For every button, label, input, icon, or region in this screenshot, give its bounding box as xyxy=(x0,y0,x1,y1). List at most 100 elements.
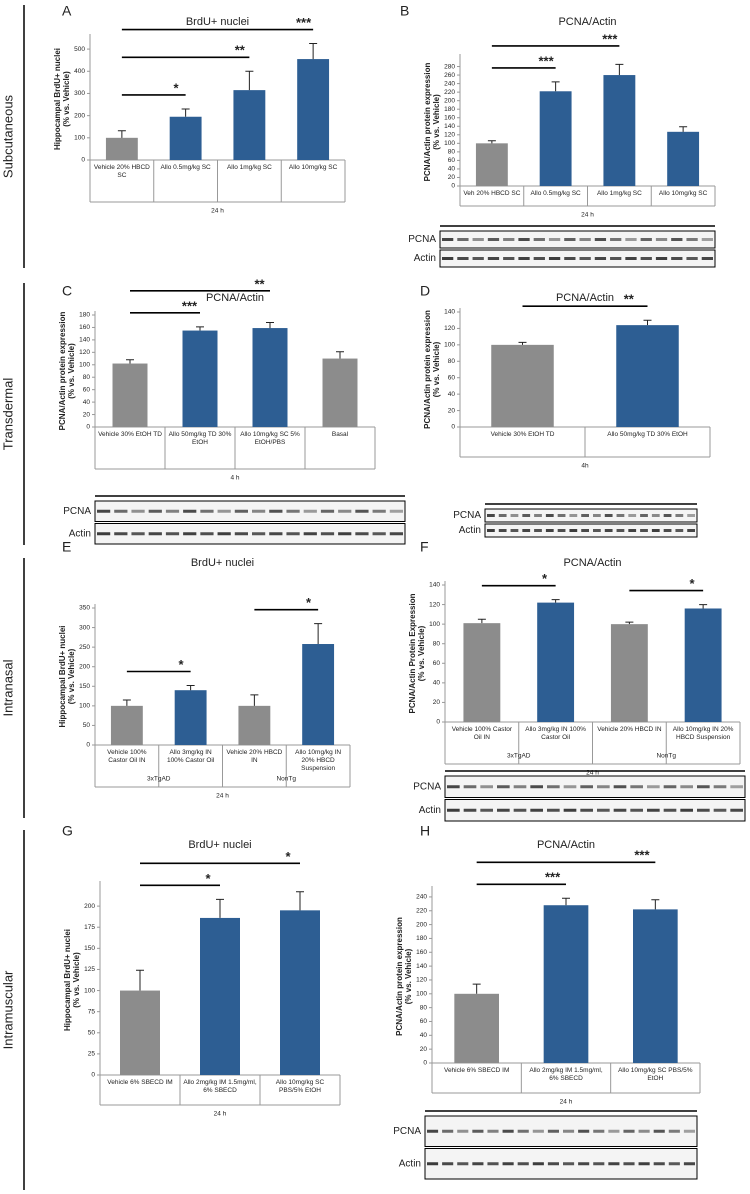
group-label: 24 h xyxy=(211,208,224,215)
x-tick-label: Allo 10mg/kg IN 20% HBCD Suspension xyxy=(295,749,342,772)
blot-band xyxy=(608,1129,620,1133)
blot-band xyxy=(320,509,335,513)
blot-band xyxy=(389,532,403,536)
blot-band xyxy=(286,532,300,536)
blot-band xyxy=(686,238,698,241)
x-tick-label: Vehicle 30% EtOH TD xyxy=(490,431,555,438)
y-tick-label: 40 xyxy=(420,1032,428,1039)
blot-frame xyxy=(444,799,746,822)
chart-title: PCNA/Actin xyxy=(537,839,595,851)
blot-band xyxy=(487,529,495,532)
y-tick-label: 200 xyxy=(416,921,427,928)
blot-label: PCNA xyxy=(453,510,481,521)
error-bar xyxy=(562,897,570,906)
bar xyxy=(174,690,207,745)
y-tick-label: 250 xyxy=(79,644,90,651)
x-tick-label: Vehicle 6% SBECD IM xyxy=(443,1067,510,1074)
blot-band xyxy=(668,1129,680,1133)
blot-band xyxy=(513,785,527,789)
y-tick-label: 140 xyxy=(444,309,455,316)
blot-frame xyxy=(444,775,746,798)
chart-title: BrdU+ nuclei xyxy=(188,839,251,851)
blot-band xyxy=(487,238,500,241)
blot-band xyxy=(442,238,454,241)
group-label: 3xTgAD xyxy=(147,776,171,783)
blot-band xyxy=(533,238,545,241)
error-bar xyxy=(487,140,496,144)
blot-band xyxy=(701,238,713,241)
group-label: 3xTgAD xyxy=(507,753,531,760)
x-tick-label: Allo 2mg/kg IM 1.5mg/ml, 6% SBECD xyxy=(529,1067,603,1082)
chart-title: BrdU+ nuclei xyxy=(191,557,254,569)
error-bar xyxy=(336,351,344,359)
error-bar xyxy=(309,43,318,60)
y-axis-label: Hippocampal BrdU+ nuclei xyxy=(58,625,67,727)
y-tick-label: 40 xyxy=(83,399,91,406)
y-tick-label: 100 xyxy=(79,361,90,368)
blot-band xyxy=(671,257,683,260)
x-tick-label: Veh 20% HBCD SC xyxy=(463,190,521,197)
blot-band xyxy=(534,529,542,532)
y-tick-label: 20 xyxy=(448,174,456,181)
blot-band xyxy=(680,808,693,812)
blot-band xyxy=(580,785,593,789)
y-tick-label: 140 xyxy=(444,123,455,130)
y-tick-label: 50 xyxy=(83,722,91,729)
blot-band xyxy=(683,1162,695,1166)
y-axis-label: (% vs. Vehicle) xyxy=(432,94,441,150)
y-axis-label: PCNA/Actin protein expression xyxy=(395,917,404,1036)
blot-label: PCNA xyxy=(408,234,436,245)
blot-band xyxy=(640,257,652,260)
bar xyxy=(454,993,499,1063)
significance-label: *** xyxy=(545,870,561,885)
error-bar xyxy=(216,898,224,918)
blot-band xyxy=(480,808,493,812)
x-tick-label: Basal xyxy=(331,431,349,438)
y-tick-label: 20 xyxy=(448,407,456,414)
blot-band xyxy=(653,1129,665,1133)
y-tick-label: 120 xyxy=(444,325,455,332)
bar xyxy=(238,705,271,745)
bar xyxy=(610,624,648,722)
y-tick-label: 300 xyxy=(79,624,90,631)
y-axis-label: PCNA/Actin protein expression xyxy=(423,63,432,182)
error-bar xyxy=(296,891,304,911)
chart-title: PCNA/Actin xyxy=(563,557,621,569)
blot-band xyxy=(487,1162,499,1166)
x-tick-label: Allo 3mg/kg IN 100% Castor Oil xyxy=(525,726,586,741)
x-tick-label: Allo 2mg/kg IM 1.5mg/ml, 6% SBECD xyxy=(183,1079,257,1094)
error-bar xyxy=(625,621,634,625)
significance-label: ** xyxy=(254,276,265,291)
y-tick-label: 100 xyxy=(416,991,427,998)
blot-band xyxy=(548,257,561,260)
blot-band xyxy=(427,1162,439,1166)
y-tick-label: 150 xyxy=(79,683,90,690)
blot-band xyxy=(502,1162,514,1166)
error-bar xyxy=(196,326,204,331)
group-label: 24 h xyxy=(581,212,594,219)
bar xyxy=(297,59,330,161)
y-axis-label: PCNA/Actin protein expression xyxy=(423,310,432,429)
group-label: NonTg xyxy=(656,753,676,760)
blot-band xyxy=(616,514,625,517)
y-tick-label: 25 xyxy=(88,1051,96,1058)
x-tick-label: Allo 10mg/kg SC PBS/5% EtOH xyxy=(618,1067,693,1082)
y-tick-label: 240 xyxy=(416,894,427,901)
blot-band xyxy=(372,532,386,536)
blot-band xyxy=(613,808,627,812)
blot-band xyxy=(701,257,713,260)
y-axis-label: (% vs. Vehicle) xyxy=(67,343,76,399)
bar xyxy=(252,328,288,427)
error-bar xyxy=(679,126,688,132)
y-tick-label: 200 xyxy=(79,663,90,670)
blot-band xyxy=(503,238,515,241)
blot-band xyxy=(578,1129,590,1133)
error-bar xyxy=(186,685,195,691)
blot-band xyxy=(503,257,515,260)
blot-band xyxy=(522,514,531,517)
x-tick-label: Allo 10mg/kg SC xyxy=(288,164,338,171)
blot-frame xyxy=(424,1148,698,1180)
y-tick-label: 80 xyxy=(433,640,441,647)
y-tick-label: 150 xyxy=(84,945,95,952)
